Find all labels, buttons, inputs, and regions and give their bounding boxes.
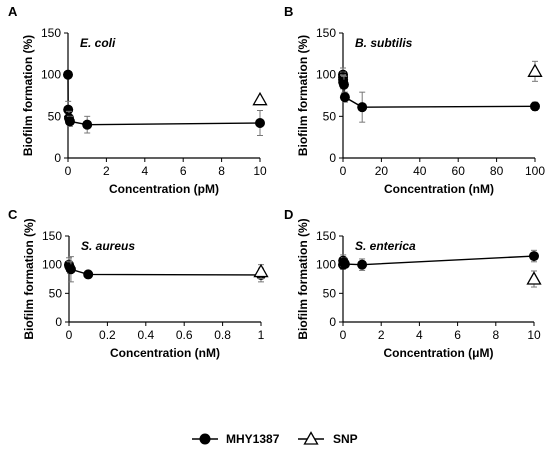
- data-point: [338, 79, 349, 90]
- x-tick-label: 8: [218, 164, 225, 178]
- data-point: [339, 92, 350, 103]
- x-tick-label: 0.8: [214, 328, 231, 342]
- chart-title: S. enterica: [355, 239, 416, 253]
- series-mhy1387: [64, 256, 266, 283]
- legend: MHY1387 SNP: [192, 431, 358, 446]
- x-axis-label: Concentration (nM): [384, 182, 494, 196]
- data-point: [82, 119, 93, 130]
- data-point: [357, 102, 368, 113]
- chart-title: S. aureus: [81, 239, 135, 253]
- x-axis-label: Concentration (μM): [384, 346, 494, 360]
- series-line: [342, 74, 536, 108]
- x-tick-label: 100: [525, 164, 545, 178]
- x-tick-label: 0.6: [176, 328, 193, 342]
- y-tick-label: 0: [55, 315, 62, 329]
- y-tick-label: 50: [48, 109, 62, 123]
- data-point: [64, 116, 75, 127]
- y-axis-label: Biofilm formation (%): [22, 218, 36, 339]
- x-tick-label: 80: [490, 164, 504, 178]
- y-axis-label: Biofilm formation (%): [21, 35, 35, 156]
- y-tick-label: 0: [329, 315, 336, 329]
- x-tick-label: 0: [65, 164, 72, 178]
- data-point: [339, 259, 350, 270]
- chart-title: E. coli: [80, 36, 116, 50]
- x-tick-label: 10: [253, 164, 267, 178]
- x-tick-label: 20: [375, 164, 389, 178]
- y-axis-label: Biofilm formation (%): [296, 218, 310, 339]
- series-mhy1387: [63, 69, 265, 136]
- x-tick-label: 0: [340, 328, 347, 342]
- x-axis-label: Concentration (pM): [109, 182, 219, 196]
- series-mhy1387: [338, 249, 539, 271]
- data-point: [65, 264, 76, 275]
- series-snp: [527, 60, 543, 82]
- y-tick-label: 100: [41, 68, 61, 82]
- x-tick-label: 40: [413, 164, 427, 178]
- y-tick-label: 50: [49, 286, 63, 300]
- y-tick-label: 150: [316, 26, 336, 40]
- data-point: [527, 63, 543, 77]
- series-line: [342, 255, 535, 266]
- y-tick-label: 0: [329, 151, 336, 165]
- chart-title: B. subtilis: [355, 36, 413, 50]
- x-tick-label: 2: [103, 164, 110, 178]
- series-line: [68, 264, 262, 276]
- data-point: [526, 271, 542, 285]
- panel-c: C 0 50 100 150 0 0.2 0.4 0.6 0.8 1 Concentration (n…: [8, 207, 269, 360]
- data-point: [255, 118, 265, 128]
- y-tick-label: 50: [323, 286, 337, 300]
- y-axis-label: Biofilm formation (%): [296, 35, 310, 156]
- data-point: [253, 263, 269, 278]
- legend-marker-snp: [303, 431, 319, 445]
- data-point: [83, 269, 94, 280]
- data-point: [252, 91, 268, 106]
- series-snp: [252, 91, 268, 106]
- panel-letter: D: [284, 207, 293, 222]
- y-tick-label: 100: [316, 258, 336, 272]
- y-tick-label: 100: [42, 258, 62, 272]
- x-tick-label: 1: [258, 328, 265, 342]
- x-tick-label: 0.2: [99, 328, 116, 342]
- legend-label-mhy1387: MHY1387: [226, 432, 280, 446]
- series-line: [67, 74, 261, 126]
- x-tick-label: 0: [66, 328, 73, 342]
- series-mhy1387: [338, 67, 540, 123]
- series-snp: [526, 270, 542, 288]
- series-snp: [253, 263, 269, 279]
- panel-letter: C: [8, 207, 18, 222]
- y-tick-label: 150: [42, 229, 62, 243]
- panel-a: A 0 50 100 150 0 2 4 6 8 10 Concentration (pM) Biofi…: [8, 4, 268, 196]
- x-axis-label: Concentration (nM): [110, 346, 220, 360]
- y-tick-label: 150: [41, 26, 61, 40]
- x-tick-label: 4: [141, 164, 148, 178]
- data-point: [63, 104, 74, 115]
- x-tick-label: 2: [378, 328, 385, 342]
- x-tick-label: 0.4: [137, 328, 154, 342]
- data-point: [530, 101, 540, 112]
- legend-marker-mhy1387: [199, 433, 211, 445]
- data-point: [63, 69, 73, 80]
- x-tick-label: 10: [527, 328, 541, 342]
- x-tick-label: 0: [340, 164, 347, 178]
- x-tick-label: 4: [416, 328, 423, 342]
- panel-letter: B: [284, 4, 293, 19]
- y-tick-label: 100: [316, 68, 336, 82]
- panel-b: B 0 50 100 150 0 20 40 60 80 100 Concentration (nM)…: [284, 4, 545, 196]
- y-tick-label: 150: [316, 229, 336, 243]
- legend-label-snp: SNP: [333, 432, 358, 446]
- y-tick-label: 0: [54, 151, 61, 165]
- y-tick-label: 50: [323, 109, 337, 123]
- x-tick-label: 60: [452, 164, 466, 178]
- x-tick-label: 8: [492, 328, 499, 342]
- panel-d: D 0 50 100 150 0 2 4 6 8 10 Concentration (μM) Biofi…: [284, 207, 542, 360]
- panel-letter: A: [8, 4, 18, 19]
- data-point: [357, 259, 368, 270]
- x-tick-label: 6: [454, 328, 461, 342]
- x-tick-label: 6: [180, 164, 187, 178]
- data-point: [529, 251, 539, 262]
